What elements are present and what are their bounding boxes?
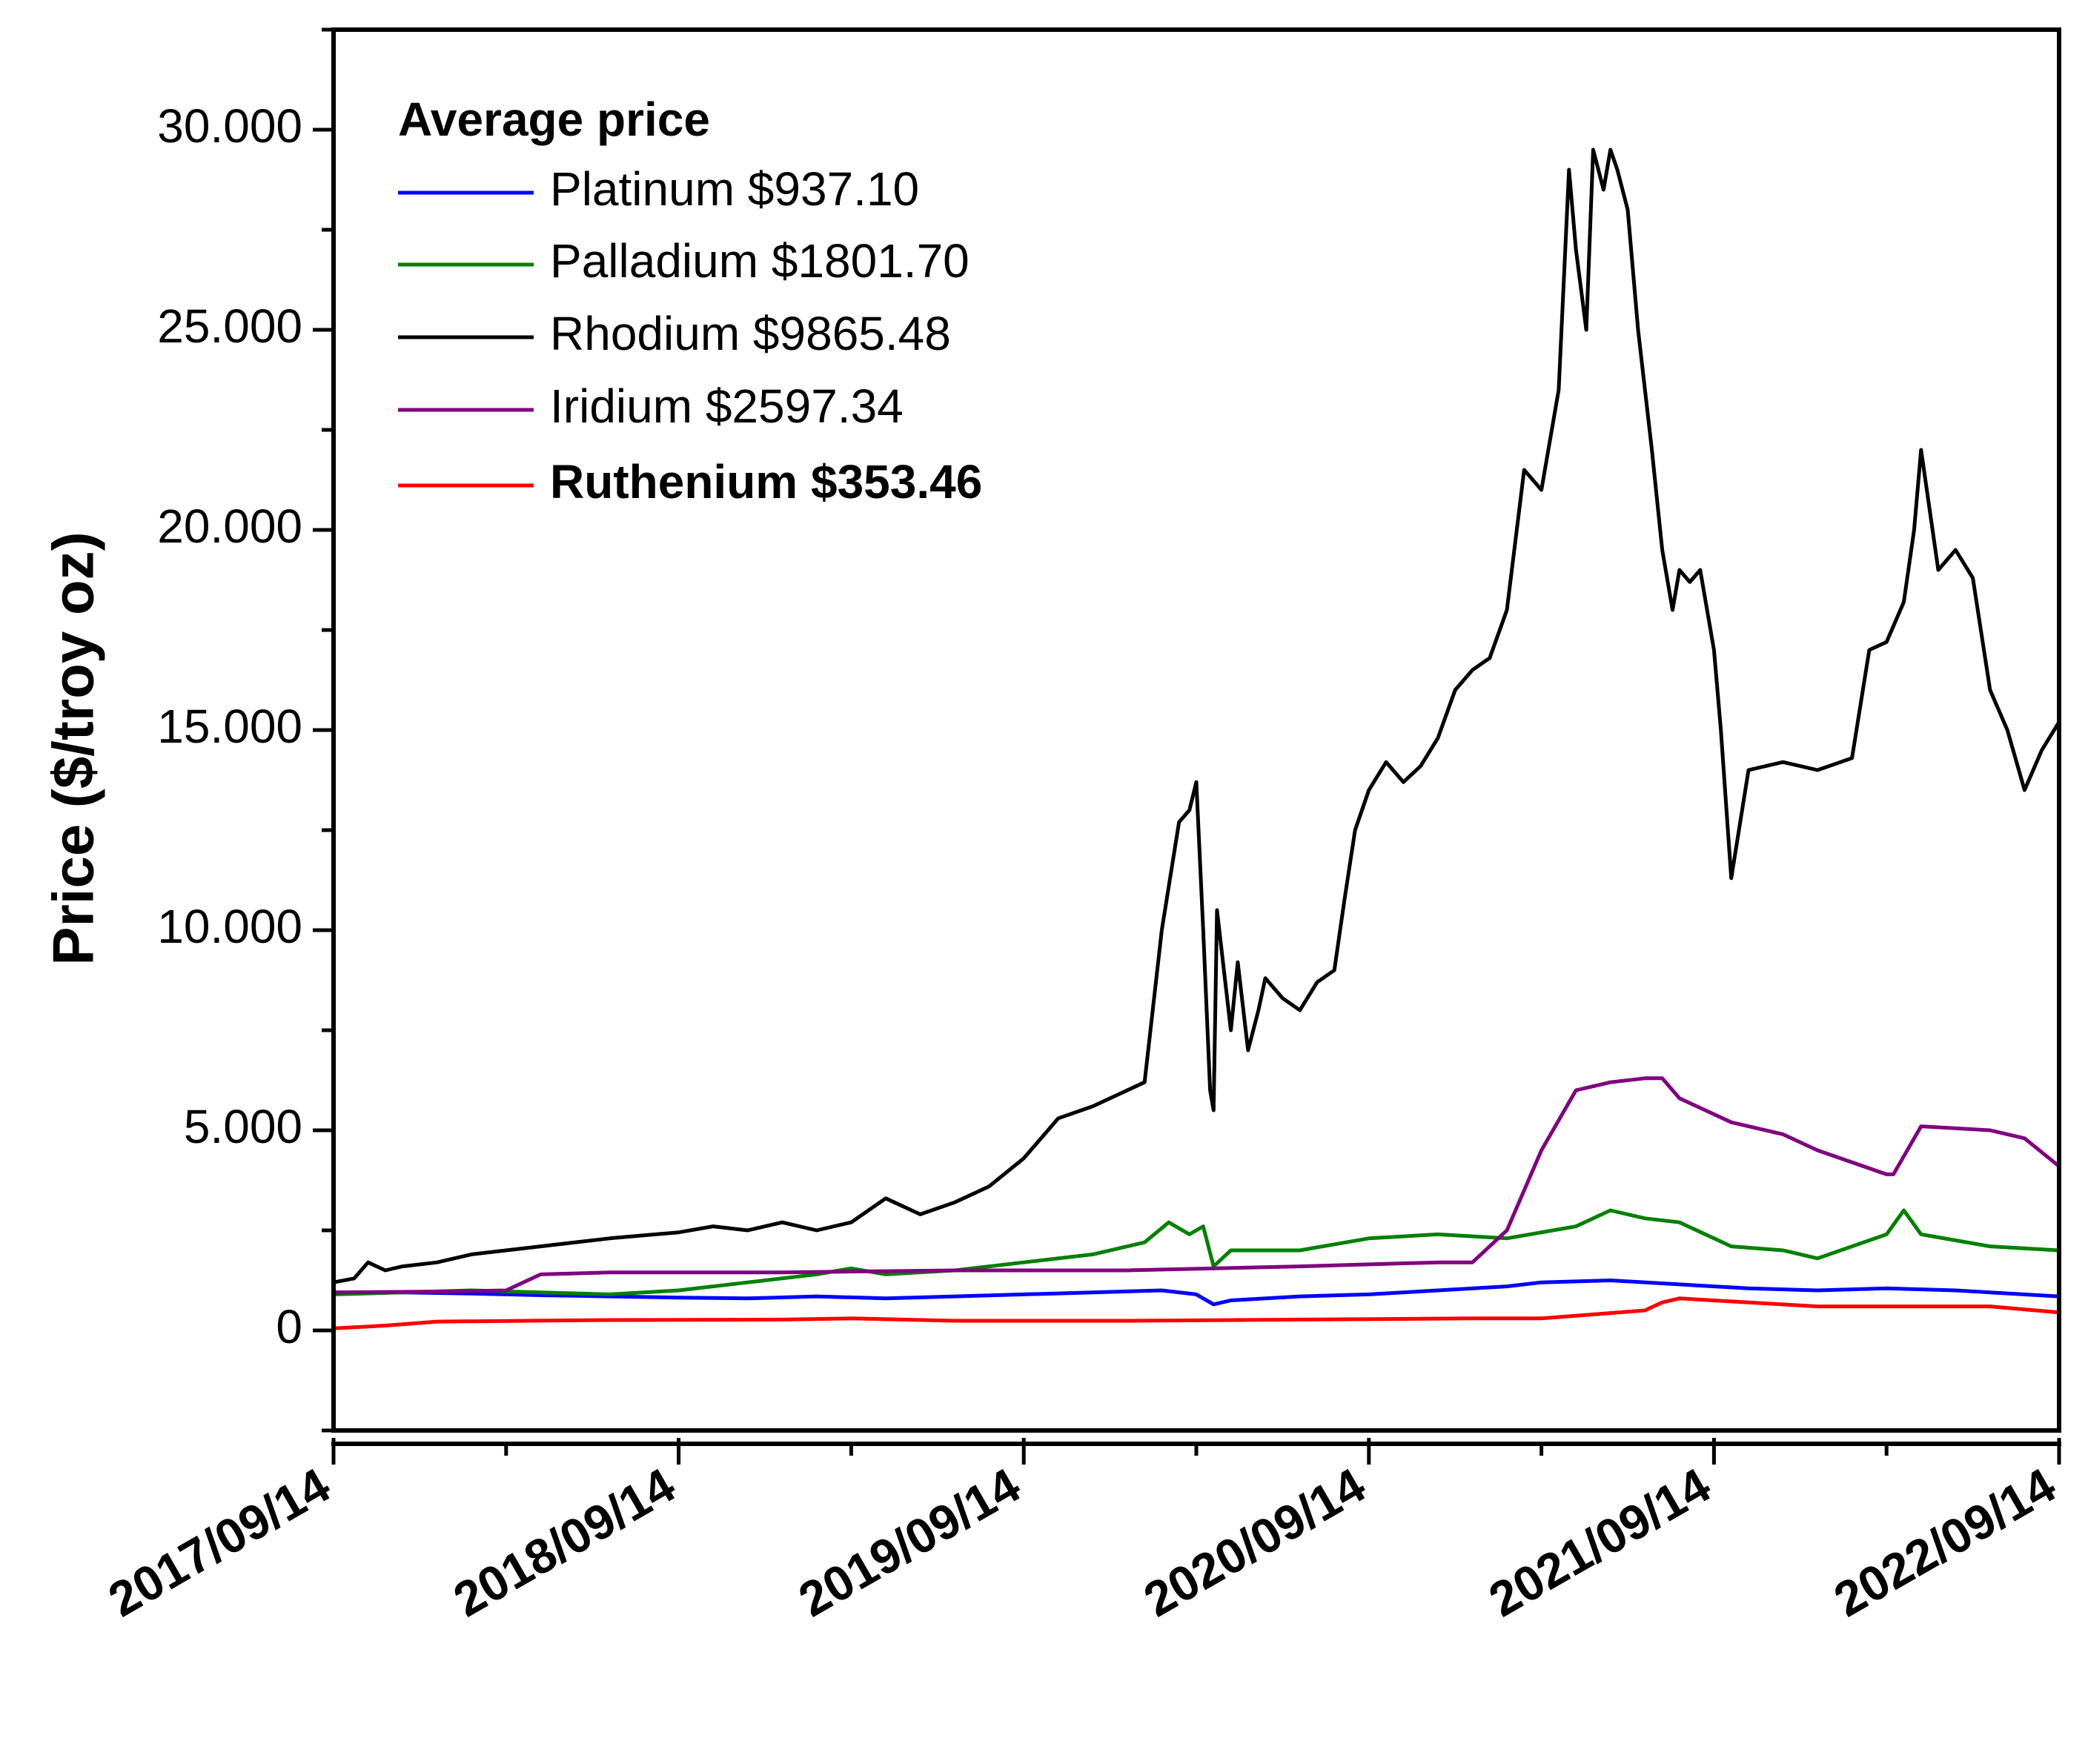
series-line-palladium [334,1208,2059,1296]
legend-label-platinum: Platinum $937.10 [550,162,919,216]
y-axis-title: Price ($/troy oz) [41,531,106,965]
y-tick-label: 20.000 [157,500,302,553]
y-tick-label: 15.000 [157,700,302,753]
y-tick-label: 30.000 [157,99,302,153]
series-line-ruthenium [334,1296,2059,1330]
y-tick-label: 0 [276,1300,302,1353]
series-line-iridium [334,1076,2059,1295]
plot-area-frame [331,27,2061,1433]
y-tick-label: 25.000 [157,299,302,353]
legend: Average price Platinum $937.10 Palladium … [398,93,982,508]
series-line-rhodium [334,147,2059,1284]
legend-items: Platinum $937.10 Palladium $1801.70 Rhodiu… [398,162,982,508]
y-tick-label: 10.000 [157,900,302,953]
y-axis-ticks: 0 5.000 10.000 15.000 20.000 25.000 30.000 [157,27,334,1433]
y-tick-label: 5.000 [184,1100,302,1153]
series-line-platinum [334,1279,2059,1307]
legend-label-rhodium: Rhodium $9865.48 [550,307,951,360]
series-layer [334,147,2059,1330]
legend-label-ruthenium: Ruthenium $353.46 [550,455,982,508]
legend-label-iridium: Iridium $2597.34 [550,379,904,433]
legend-label-palladium: Palladium $1801.70 [550,234,970,288]
legend-title: Average price [398,93,710,146]
